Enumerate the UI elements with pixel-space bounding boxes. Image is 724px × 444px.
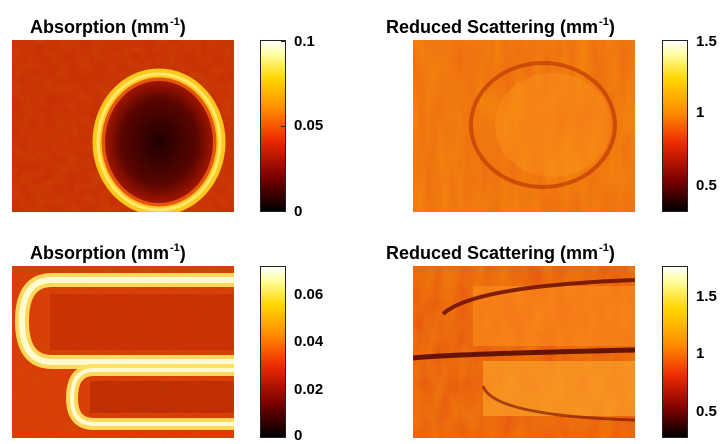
title-exponent: -1 (170, 16, 180, 28)
colorbar-tick-label: 0 (294, 203, 303, 220)
colorbar-tick-label: 0.02 (294, 381, 324, 398)
colorbar (260, 40, 286, 212)
heatmap-image (413, 266, 635, 438)
title-exponent: -1 (170, 242, 180, 254)
title-text: Absorption (mm (30, 17, 169, 37)
colorbar-tick-label: 0 (294, 427, 303, 444)
colorbar-tick-label: 1.5 (696, 288, 717, 305)
title-text: Reduced Scattering (mm (386, 243, 599, 263)
title-text: Reduced Scattering (mm (386, 17, 599, 37)
title-close: ) (179, 243, 186, 263)
heatmap-image (12, 266, 234, 438)
title-close: ) (608, 243, 615, 263)
colorbar (662, 266, 688, 438)
chart-title: Absorption (mm-1) (30, 12, 186, 37)
colorbar-tick-label: 1.5 (696, 33, 717, 50)
colorbar-tick-label: 0.05 (294, 117, 324, 134)
heatmap-image (413, 40, 635, 212)
chart-title: Absorption (mm-1) (30, 238, 186, 263)
chart-title: Reduced Scattering (mm-1) (386, 12, 615, 37)
colorbar-tick-label: 1 (696, 345, 705, 362)
heatmap-image (12, 40, 234, 212)
colorbar-tick-label: 1 (696, 104, 705, 121)
colorbar-tick-label: 0.1 (294, 33, 315, 50)
colorbar (662, 40, 688, 212)
colorbar-tick-label: 0.5 (696, 177, 717, 194)
title-exponent: -1 (599, 242, 609, 254)
colorbar-tick-label: 0.04 (294, 333, 324, 350)
title-close: ) (608, 17, 615, 37)
colorbar (260, 266, 286, 438)
chart-title: Reduced Scattering (mm-1) (386, 238, 615, 263)
title-exponent: -1 (599, 16, 609, 28)
title-close: ) (179, 17, 186, 37)
colorbar-tick-label: 0.5 (696, 403, 717, 420)
colorbar-tick-label: 0.06 (294, 286, 324, 303)
title-text: Absorption (mm (30, 243, 169, 263)
